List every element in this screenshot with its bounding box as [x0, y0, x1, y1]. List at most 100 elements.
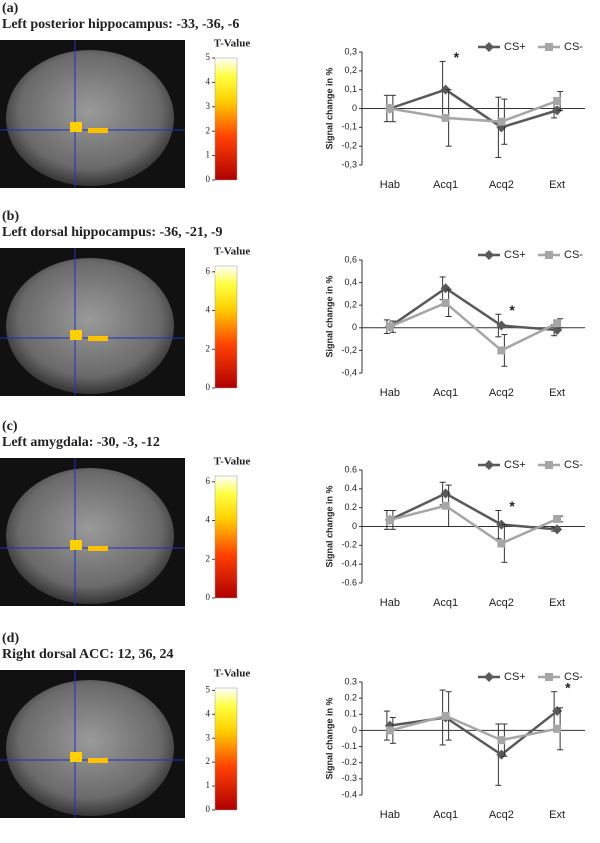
panel-title: Left amygdala: -30, -3, -12 [2, 435, 160, 450]
y-tick-label: 0,3 [344, 46, 357, 56]
legend-marker [545, 461, 553, 469]
y-tick-label: -0,2 [341, 345, 357, 355]
y-axis-label: Signal change in % [324, 697, 334, 779]
y-tick-label: 0 [352, 521, 357, 531]
y-axis-label: Signal change in % [324, 275, 334, 357]
y-tick-label: 0,6 [344, 254, 357, 264]
panel-title: Left dorsal hippocampus: -36, -21, -9 [2, 225, 223, 240]
y-tick-label: 0,4 [344, 277, 357, 287]
activation [88, 758, 108, 763]
legend-label: CS+ [504, 41, 526, 53]
y-tick-label: 0.2 [344, 693, 357, 703]
x-tick-label: Hab [380, 597, 400, 609]
series-line [389, 504, 558, 545]
y-tick-label: 0,2 [344, 300, 357, 310]
colorbar [214, 687, 238, 811]
colorbar-tick-label: 5 [206, 684, 211, 694]
data-point [385, 322, 394, 331]
series-line [389, 492, 558, 531]
legend-marker [545, 673, 553, 681]
x-tick-label: Acq2 [489, 809, 514, 821]
y-tick-label: 0,2 [344, 65, 357, 75]
data-point [385, 104, 394, 113]
y-tick-label: -0,3 [341, 159, 357, 169]
annotation: * [509, 302, 515, 318]
y-tick-label: 0.2 [344, 502, 357, 512]
y-tick-label: -0.1 [341, 741, 357, 751]
x-tick-label: Acq2 [489, 597, 514, 609]
colorbar [214, 57, 238, 181]
legend-marker [545, 251, 553, 259]
colorbar-tick-label: 1 [206, 150, 211, 160]
y-tick-label: 0.3 [344, 676, 357, 686]
colorbar-tick-label: 5 [206, 52, 211, 62]
legend-marker [484, 250, 494, 260]
y-tick-label: 0 [352, 322, 357, 332]
data-point [441, 501, 450, 510]
colorbar-label: T-Value [214, 246, 251, 258]
colorbar-tick-label: 4 [206, 76, 211, 86]
y-tick-label: 0,1 [344, 84, 357, 94]
brain-image [6, 468, 174, 604]
activation [88, 546, 108, 551]
data-point [553, 96, 562, 105]
x-tick-label: Hab [380, 809, 400, 821]
y-tick-label: -0.6 [341, 577, 357, 587]
colorbar-tick-label: 4 [206, 708, 211, 718]
data-point [441, 298, 450, 307]
activation [70, 122, 82, 132]
x-tick-label: Acq1 [433, 597, 458, 609]
x-tick-label: Ext [549, 809, 565, 821]
y-tick-label: -0,2 [341, 141, 357, 151]
y-axis-label: Signal change in % [324, 485, 334, 567]
x-tick-label: Hab [380, 179, 400, 191]
colorbar-tick-label: 4 [206, 515, 211, 525]
panel-label: (d) [2, 631, 19, 646]
colorbar-tick-label: 1 [206, 780, 211, 790]
x-tick-label: Acq2 [489, 387, 514, 399]
x-tick-label: Acq1 [433, 179, 458, 191]
data-point [553, 514, 562, 523]
activation [70, 752, 82, 762]
colorbar-tick-label: 0 [206, 804, 211, 814]
data-point [441, 113, 450, 122]
colorbar-tick-label: 3 [206, 101, 211, 111]
data-point [497, 346, 506, 355]
brain-image [6, 50, 174, 186]
colorbar-label: T-Value [214, 456, 251, 468]
y-tick-label: -0,4 [341, 367, 357, 377]
y-tick-label: -0.2 [341, 540, 357, 550]
colorbar-tick-label: 3 [206, 732, 211, 742]
colorbar [214, 475, 238, 599]
colorbar-tick-label: 0 [206, 592, 211, 602]
colorbar-tick-label: 0 [206, 174, 211, 184]
x-tick-label: Hab [380, 387, 400, 399]
x-tick-label: Ext [549, 597, 565, 609]
annotation: * [565, 679, 571, 695]
colorbar-label: T-Value [214, 668, 251, 680]
y-tick-label: 0 [352, 725, 357, 735]
series-line [389, 714, 558, 742]
y-axis-label: Signal change in % [324, 67, 334, 149]
colorbar [214, 265, 238, 389]
data-point [497, 117, 506, 126]
y-tick-label: -0.3 [341, 773, 357, 783]
x-tick-label: Acq1 [433, 387, 458, 399]
activation [70, 540, 82, 550]
y-tick-label: 0 [352, 103, 357, 113]
panel-title: Right dorsal ACC: 12, 36, 24 [2, 647, 174, 662]
data-point [497, 736, 506, 745]
activation [88, 128, 108, 133]
legend-label: CS- [564, 671, 583, 683]
panel-label: (a) [2, 1, 19, 16]
legend-marker [545, 43, 553, 51]
colorbar-tick-label: 6 [206, 476, 211, 486]
series-line [389, 99, 558, 123]
data-point [497, 539, 506, 548]
y-tick-label: 0.6 [344, 464, 357, 474]
colorbar-tick-label: 6 [206, 266, 211, 276]
panel-title: Left posterior hippocampus: -33, -36, -6 [2, 17, 239, 32]
data-point [553, 724, 562, 733]
colorbar-tick-label: 2 [206, 756, 211, 766]
